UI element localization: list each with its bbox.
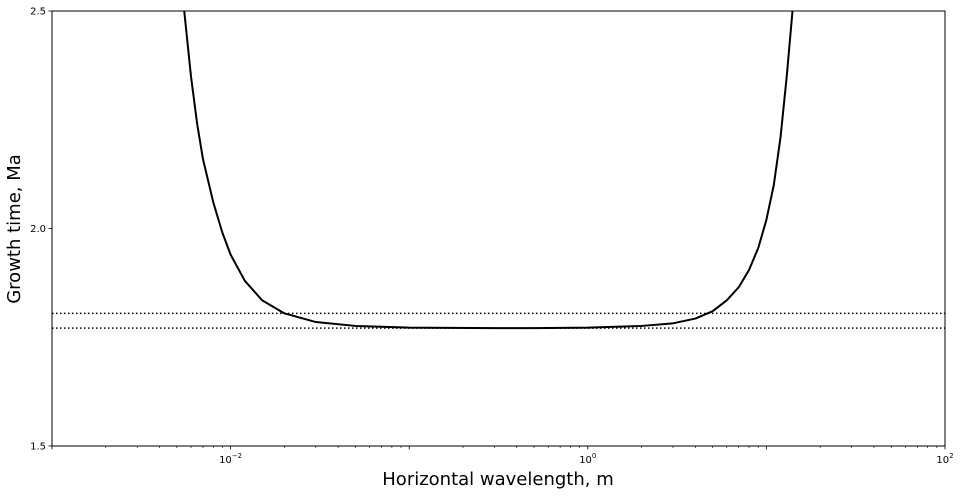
y-tick-label-0: 1.5 [30, 442, 46, 453]
x-tick-label-0: 10−2 [219, 452, 242, 466]
series-line-0 [183, 11, 794, 330]
plot-frame [51, 10, 946, 447]
x-tick-label-2: 102 [936, 452, 953, 466]
x-axis-label: Horizontal wavelength, m [382, 469, 613, 490]
y-tick-label-1: 2.0 [30, 224, 46, 235]
y-tick-label-2: 2.5 [30, 7, 46, 18]
y-axis-label: Growth time, Ma [4, 154, 25, 304]
x-tick-label-1: 100 [579, 452, 596, 466]
